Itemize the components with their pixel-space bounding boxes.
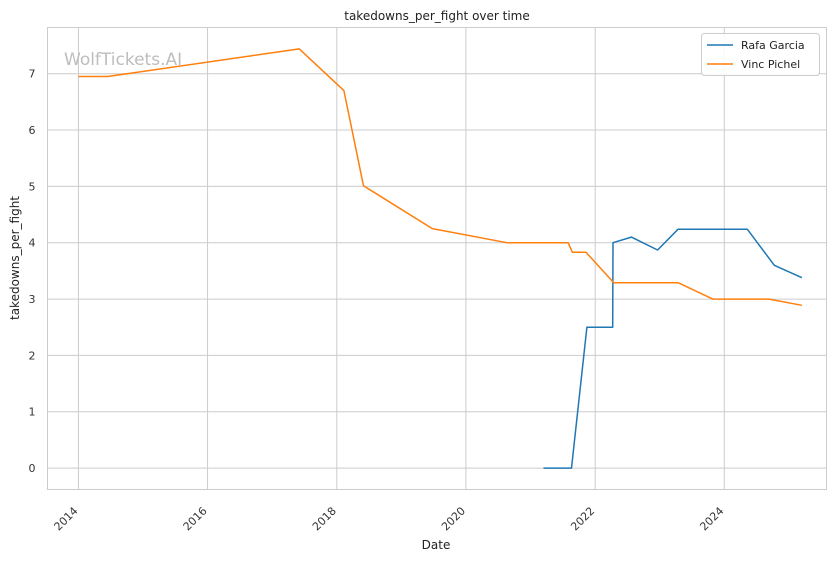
series-line-vinc-pichel (78, 48, 803, 307)
y-tick-label: 4 (29, 237, 36, 250)
legend-label-vinc-pichel: Vinc Pichel (741, 58, 800, 71)
x-tick-label: 2020 (439, 504, 468, 533)
legend-box (701, 33, 820, 76)
legend: Rafa Garcia Vinc Pichel (701, 33, 820, 76)
plot-area-frame (47, 27, 827, 490)
y-tick-label: 6 (29, 124, 36, 137)
grid (47, 27, 827, 490)
series-lines (78, 48, 803, 469)
y-tick-label: 0 (29, 462, 36, 475)
y-tick-label: 1 (29, 406, 36, 419)
x-tick-label: 2024 (697, 504, 726, 533)
legend-label-rafa-garcia: Rafa Garcia (741, 39, 805, 52)
watermark: WolfTickets.AI (64, 50, 182, 70)
x-tick-label: 2014 (52, 504, 81, 533)
x-tick-label: 2016 (181, 504, 210, 533)
y-tick-label: 2 (29, 349, 36, 362)
x-axis-label: Date (422, 538, 451, 552)
y-tick-label: 3 (29, 293, 36, 306)
chart-title: takedowns_per_fight over time (344, 9, 530, 23)
axis-ticks: 0 1 2 3 4 5 6 7 2014 2016 2018 2020 2022 2024 (29, 68, 727, 534)
y-tick-label: 7 (29, 68, 36, 81)
x-tick-label: 2022 (568, 504, 597, 533)
y-tick-label: 5 (29, 180, 36, 193)
y-axis-label: takedowns_per_fight (8, 196, 22, 320)
x-tick-label: 2018 (310, 504, 339, 533)
series-line-rafa-garcia (543, 228, 803, 469)
